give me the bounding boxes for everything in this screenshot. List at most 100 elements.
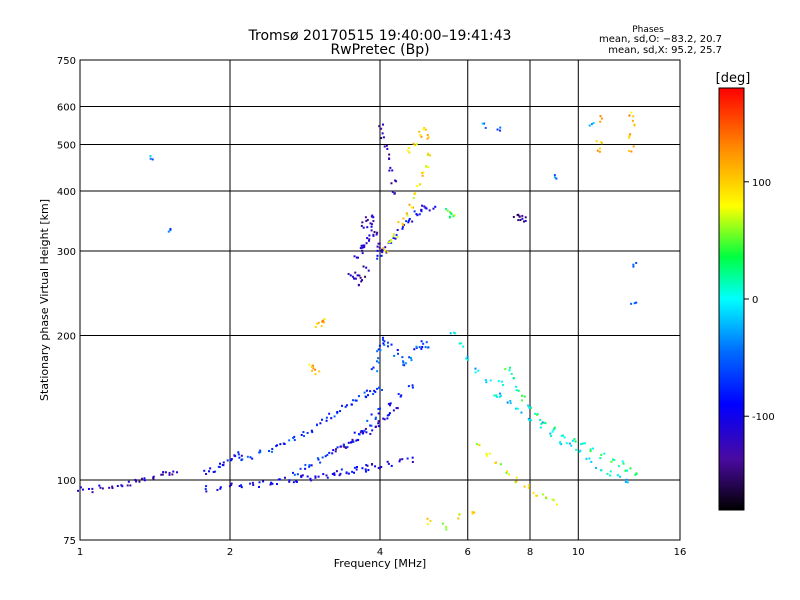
data-point — [378, 242, 381, 245]
data-point — [422, 128, 425, 131]
data-point — [589, 450, 592, 453]
data-point — [411, 456, 414, 459]
y-axis-ticks: 75 100 200 300 400 500 600 750 — [57, 56, 76, 547]
data-point — [420, 210, 423, 213]
data-point — [408, 203, 411, 206]
data-point — [399, 458, 402, 461]
data-point — [415, 143, 418, 146]
data-point — [140, 477, 143, 480]
data-point — [389, 166, 392, 169]
data-point — [411, 220, 414, 223]
data-point — [426, 153, 429, 156]
data-point — [306, 431, 309, 434]
data-point — [314, 475, 317, 478]
data-point — [361, 221, 364, 224]
data-point — [317, 458, 320, 461]
data-point — [553, 174, 556, 177]
data-point — [453, 214, 456, 217]
data-point — [364, 216, 367, 219]
x-tick-label: 16 — [674, 547, 687, 558]
data-point — [390, 464, 393, 467]
data-point — [292, 481, 295, 484]
data-point — [99, 486, 102, 489]
data-point — [426, 517, 429, 520]
y-tick-label: 300 — [57, 247, 76, 258]
data-point — [310, 429, 313, 432]
data-point — [361, 246, 364, 249]
data-point — [471, 512, 474, 515]
data-point — [465, 357, 468, 360]
data-point — [355, 399, 358, 402]
data-point — [369, 390, 372, 393]
data-point — [333, 472, 336, 475]
data-point — [323, 321, 326, 324]
data-point — [363, 391, 366, 394]
data-point — [485, 381, 488, 384]
data-point — [335, 470, 338, 473]
data-point — [283, 476, 286, 479]
data-point — [421, 171, 424, 174]
data-point — [345, 472, 348, 475]
data-point — [425, 207, 428, 210]
data-point — [344, 446, 347, 449]
data-point — [565, 442, 568, 445]
data-point — [444, 207, 447, 210]
data-point — [368, 238, 371, 241]
data-point — [426, 137, 429, 140]
data-point — [415, 346, 418, 349]
stats-x-line: mean, sd,X: 95.2, 25.7 — [608, 45, 722, 56]
data-point — [372, 233, 375, 236]
data-point — [401, 225, 404, 228]
data-point — [478, 443, 481, 446]
data-point — [423, 126, 426, 129]
data-point — [77, 489, 80, 492]
data-point — [515, 480, 518, 483]
data-point — [388, 413, 391, 416]
data-point — [606, 472, 609, 475]
data-point — [378, 467, 381, 470]
data-point — [392, 236, 395, 239]
data-point — [355, 439, 358, 442]
data-point — [394, 179, 397, 182]
data-point — [351, 438, 354, 441]
data-point — [316, 457, 319, 460]
data-point — [448, 216, 451, 219]
data-point — [598, 150, 601, 153]
data-point — [412, 196, 415, 199]
data-point — [427, 152, 430, 155]
data-point — [325, 474, 328, 477]
data-point — [240, 486, 243, 489]
data-point — [380, 249, 383, 252]
data-point — [496, 128, 499, 131]
stats-title: Phases — [632, 25, 664, 35]
x-tick-label: 1 — [77, 547, 83, 558]
data-point — [216, 488, 219, 491]
data-point — [328, 451, 331, 454]
data-point — [324, 455, 327, 458]
data-point — [599, 115, 602, 118]
data-point — [396, 349, 399, 352]
data-point — [212, 471, 215, 474]
data-point — [143, 479, 146, 482]
data-point — [372, 220, 375, 223]
data-point — [633, 302, 636, 305]
data-point — [334, 448, 337, 451]
data-point — [164, 471, 167, 474]
data-point — [87, 487, 90, 490]
data-point — [617, 465, 620, 468]
data-point — [609, 470, 612, 473]
data-point — [310, 479, 313, 482]
data-point — [376, 387, 379, 390]
data-point — [365, 389, 368, 392]
data-point — [512, 377, 515, 380]
data-point — [387, 341, 390, 344]
data-point — [527, 417, 530, 420]
data-point — [204, 488, 207, 491]
data-point — [375, 233, 378, 236]
data-point — [291, 471, 294, 474]
data-point — [367, 269, 370, 272]
data-point — [397, 352, 400, 355]
data-point — [328, 412, 331, 415]
data-point — [583, 442, 586, 445]
data-point — [536, 413, 539, 416]
